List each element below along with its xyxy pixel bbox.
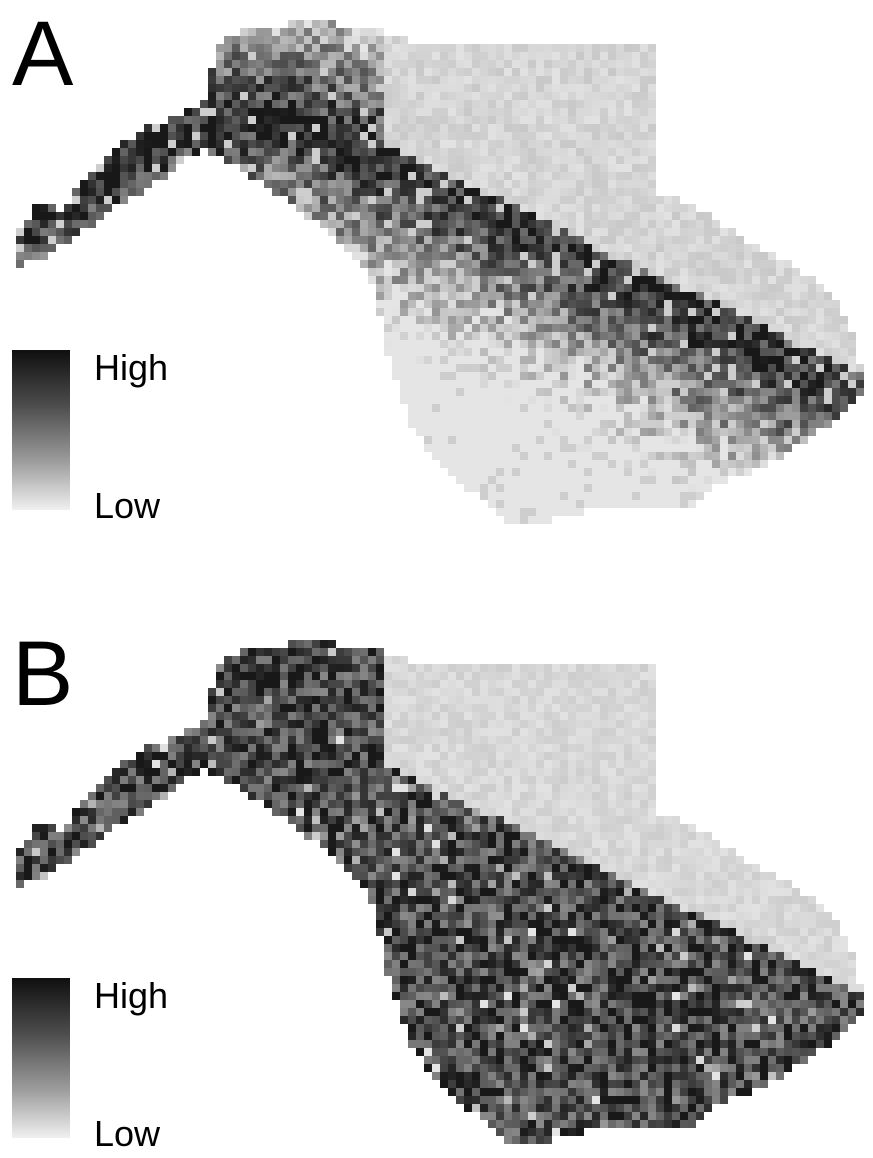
- raster-cells: [16, 640, 864, 1144]
- legend-low-label: Low: [94, 1113, 161, 1154]
- raster-cells: [16, 20, 864, 524]
- panel-label-b: B: [12, 623, 74, 725]
- legend-a: High Low: [12, 350, 192, 525]
- legend-high-label: High: [94, 347, 169, 388]
- map-panel-b: B High Low: [0, 620, 873, 1158]
- legend-high-label: High: [94, 975, 169, 1016]
- legend-gradient-bar: [12, 978, 70, 1138]
- map-panel-a: A High Low: [0, 0, 873, 540]
- panel-label-a: A: [12, 3, 74, 105]
- legend-low-label: Low: [94, 485, 161, 526]
- legend-gradient-bar: [12, 350, 70, 510]
- raster-map-b: [16, 640, 864, 1144]
- legend-b: High Low: [12, 978, 192, 1153]
- raster-map-a: [16, 20, 864, 524]
